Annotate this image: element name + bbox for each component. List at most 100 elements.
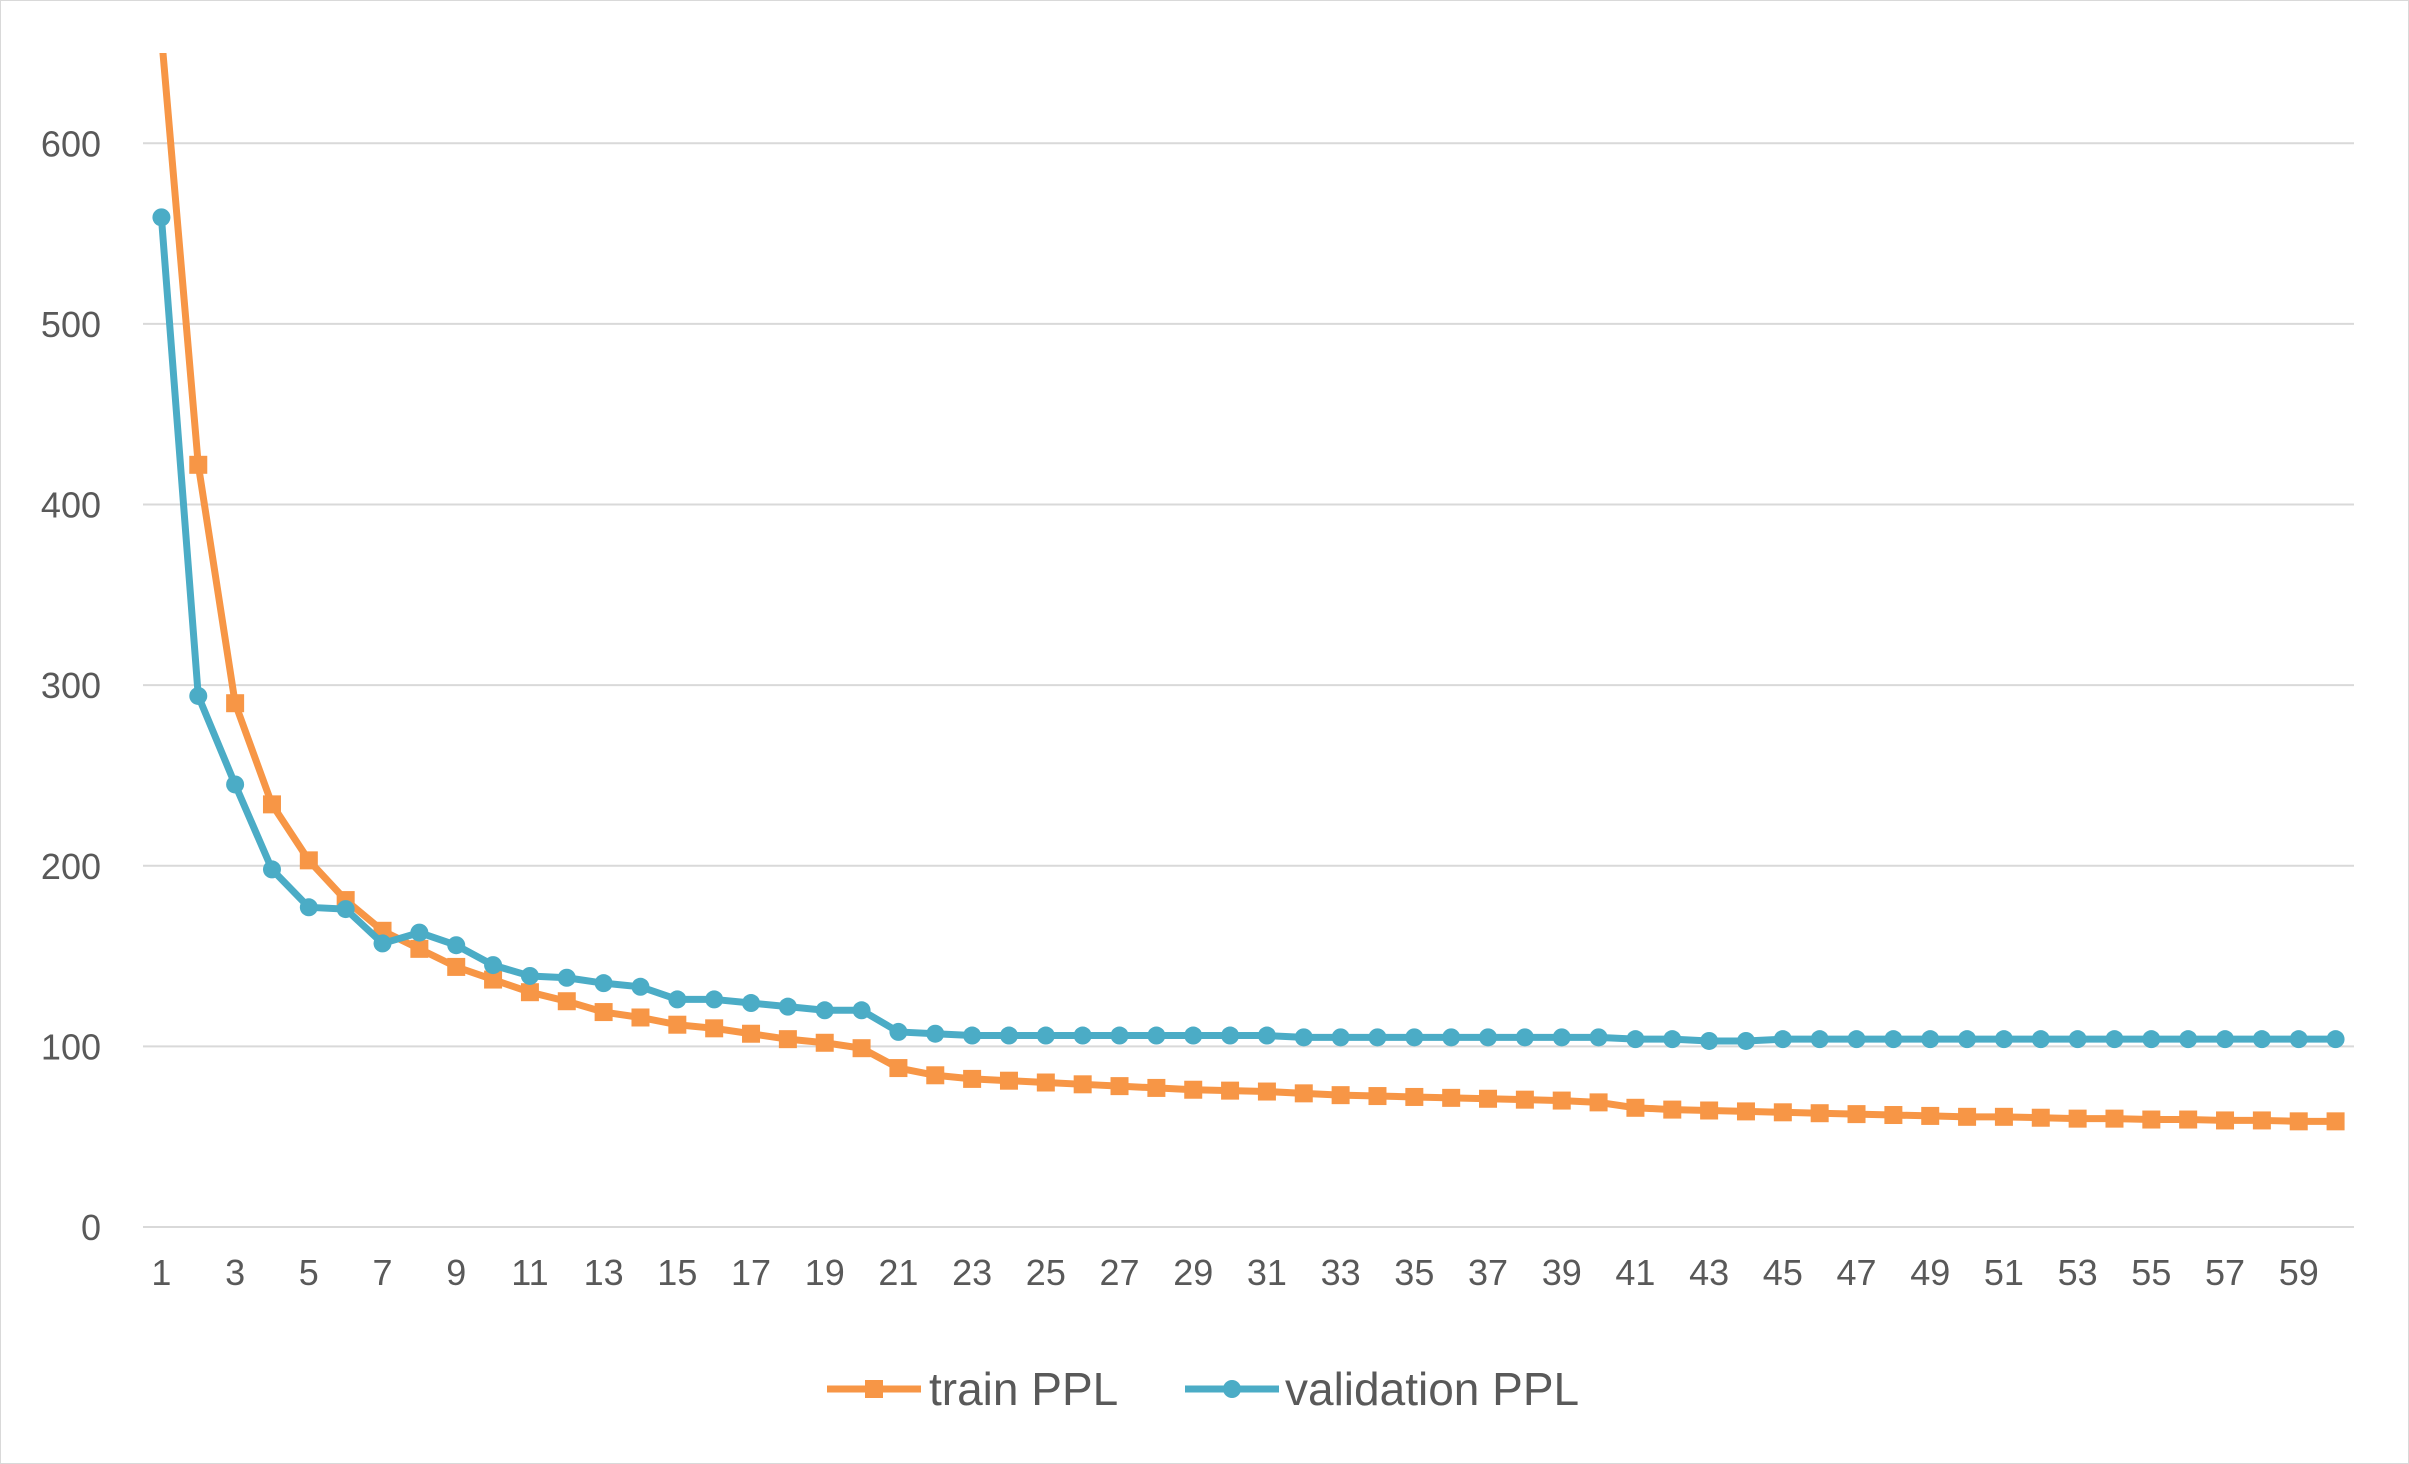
data-point-marker [1073, 1026, 1092, 1045]
data-point-marker [2105, 1030, 2124, 1049]
data-point-marker [336, 900, 355, 919]
x-tick-label: 47 [1837, 1252, 1877, 1293]
data-point-marker [1331, 1028, 1350, 1047]
y-tick-label: 0 [81, 1207, 101, 1248]
x-tick-label: 25 [1026, 1252, 1066, 1293]
data-point-marker [1442, 1028, 1461, 1047]
data-point-marker [2216, 1030, 2235, 1049]
data-point-marker [410, 939, 429, 958]
data-point-marker [1331, 1086, 1350, 1105]
data-point-marker [1663, 1100, 1682, 1119]
data-point-marker [2326, 1112, 2345, 1131]
data-point-marker [2179, 1110, 2198, 1129]
data-point-marker [963, 1026, 982, 1045]
data-point-marker [189, 686, 208, 705]
legend-swatch-train-marker [865, 1380, 883, 1398]
x-tick-label: 13 [584, 1252, 624, 1293]
data-point-marker [1552, 1091, 1571, 1110]
data-point-marker [815, 1001, 834, 1020]
legend: train PPL validation PPL [827, 1363, 1579, 1415]
x-tick-label: 31 [1247, 1252, 1287, 1293]
data-point-marker [1257, 1026, 1276, 1045]
data-point-marker [1073, 1075, 1092, 1094]
data-point-marker [778, 997, 797, 1016]
data-point-marker [557, 992, 576, 1011]
data-point-marker [447, 957, 466, 976]
data-point-marker [705, 990, 724, 1009]
data-point-marker [1663, 1030, 1682, 1049]
data-point-marker [1515, 1090, 1534, 1109]
data-point-marker [1773, 1030, 1792, 1049]
data-point-marker [484, 956, 503, 975]
data-point-marker [631, 977, 650, 996]
data-point-marker [447, 936, 466, 955]
data-point-marker [1884, 1030, 1903, 1049]
data-point-marker [1221, 1081, 1240, 1100]
y-tick-label: 200 [41, 846, 101, 887]
data-point-marker [999, 1071, 1018, 1090]
data-point-marker [1884, 1106, 1903, 1125]
data-point-marker [815, 1033, 834, 1052]
data-point-marker [889, 1059, 908, 1078]
data-point-marker [668, 1015, 687, 1034]
data-point-marker [410, 923, 429, 942]
data-point-marker [2105, 1109, 2124, 1128]
x-tick-label: 5 [299, 1252, 319, 1293]
legend-item-validation: validation PPL [1185, 1363, 1579, 1415]
data-point-marker [189, 455, 208, 474]
data-point-marker [2068, 1109, 2087, 1128]
x-tick-label: 55 [2131, 1252, 2171, 1293]
data-point-marker [557, 968, 576, 987]
data-point-marker [631, 1008, 650, 1027]
data-point-marker [2142, 1110, 2161, 1129]
data-point-marker [2289, 1112, 2308, 1131]
data-point-marker [1442, 1088, 1461, 1107]
data-point-marker [1994, 1030, 2013, 1049]
x-tick-label: 43 [1689, 1252, 1729, 1293]
data-point-marker [2252, 1111, 2271, 1130]
data-point-marker [1479, 1028, 1498, 1047]
data-point-marker [1810, 1104, 1829, 1123]
data-point-marker [1847, 1030, 1866, 1049]
data-point-marker [1736, 1031, 1755, 1050]
data-point-marker [1405, 1028, 1424, 1047]
data-point-marker [1958, 1107, 1977, 1126]
data-point-marker [1700, 1101, 1719, 1120]
data-point-marker [226, 775, 245, 794]
data-point-marker [1958, 1030, 1977, 1049]
data-point-marker [1479, 1089, 1498, 1108]
x-tick-label: 41 [1615, 1252, 1655, 1293]
data-point-marker [1773, 1103, 1792, 1122]
data-point-marker [1405, 1087, 1424, 1106]
data-point-marker [2031, 1030, 2050, 1049]
data-point-marker [1147, 1078, 1166, 1097]
data-point-marker [778, 1030, 797, 1049]
data-point-marker [999, 1026, 1018, 1045]
data-point-marker [963, 1069, 982, 1088]
data-point-marker [1110, 1077, 1129, 1096]
data-point-marker [742, 994, 761, 1013]
data-point-marker [1552, 1028, 1571, 1047]
data-point-marker [1736, 1102, 1755, 1121]
data-point-marker [1921, 1030, 1940, 1049]
data-point-marker [926, 1024, 945, 1043]
legend-item-train: train PPL [827, 1363, 1118, 1415]
data-point-marker [1847, 1105, 1866, 1124]
data-point-marker [2289, 1030, 2308, 1049]
x-tick-label: 1 [151, 1252, 171, 1293]
series-line [157, 213, 2340, 1045]
data-point-marker [1589, 1093, 1608, 1112]
data-point-marker [889, 1022, 908, 1041]
y-tick-label: 300 [41, 665, 101, 706]
x-tick-label: 11 [511, 1252, 548, 1293]
data-point-marker [1368, 1087, 1387, 1106]
data-point-marker [1700, 1031, 1719, 1050]
data-point-marker [262, 795, 281, 814]
data-point-marker [1294, 1084, 1313, 1103]
data-point-marker [1036, 1026, 1055, 1045]
data-point-marker [262, 860, 281, 879]
series-train [159, 53, 2345, 1131]
x-tick-label: 51 [1984, 1252, 2024, 1293]
x-tick-label: 53 [2058, 1252, 2098, 1293]
